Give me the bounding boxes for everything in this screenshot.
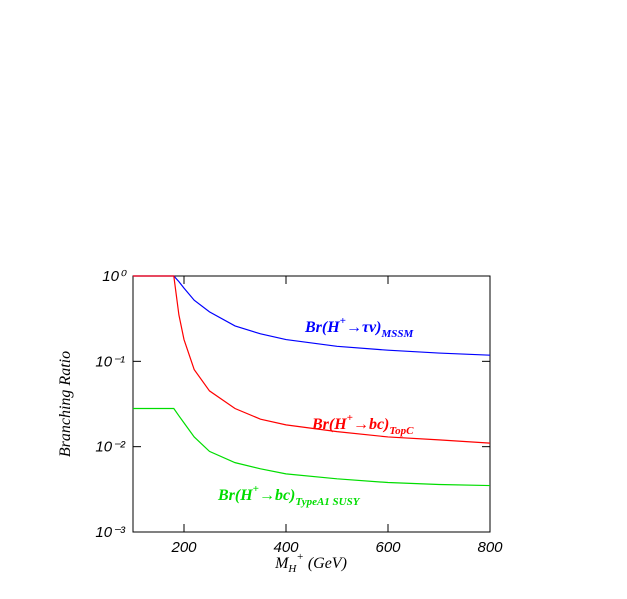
x-label-rest: (GeV) bbox=[304, 555, 347, 572]
x-label-base: M bbox=[274, 555, 290, 572]
series-line bbox=[133, 407, 491, 487]
annotation-sup: + bbox=[347, 412, 353, 424]
annotation-base: Br(H bbox=[311, 416, 347, 433]
series-line bbox=[133, 275, 491, 444]
y-axis-label: Branching Ratio bbox=[57, 351, 74, 457]
x-label-sub: H bbox=[287, 563, 297, 575]
annotation: Br(H+→bc)TypeA1 SUSY bbox=[217, 483, 361, 508]
y-tick-label: 10⁰ bbox=[102, 268, 127, 285]
annotation-sup: + bbox=[253, 483, 259, 495]
annotation-rest: →bc) bbox=[353, 416, 389, 433]
x-label-sup: + bbox=[296, 551, 303, 563]
annotation-rest: →τν) bbox=[346, 319, 382, 336]
plot-frame bbox=[132, 275, 491, 533]
x-tick-label: 400 bbox=[273, 539, 299, 556]
annotation-sub: TopC bbox=[389, 425, 414, 437]
annotation-sup: + bbox=[340, 315, 346, 327]
annotation: Br(H+→τν)MSSM bbox=[304, 315, 415, 340]
annotation-rest: →bc) bbox=[259, 487, 295, 504]
annotation-sub: MSSM bbox=[380, 328, 414, 340]
annotation-base: Br(H bbox=[304, 319, 340, 336]
x-tick-label: 800 bbox=[477, 539, 503, 556]
y-tick-label: 10⁻³ bbox=[95, 524, 126, 541]
series-line bbox=[133, 275, 491, 356]
annotation-sub: TypeA1 SUSY bbox=[295, 496, 360, 508]
annotation-base: Br(H bbox=[217, 487, 253, 504]
annotation: Br(H+→bc)TopC bbox=[311, 412, 414, 437]
y-tick-label: 10⁻² bbox=[95, 439, 126, 456]
y-tick-label: 10⁻¹ bbox=[95, 353, 125, 370]
x-tick-label: 200 bbox=[170, 539, 197, 556]
x-axis-label: MH+ (GeV) bbox=[274, 551, 347, 575]
x-tick-label: 600 bbox=[375, 539, 401, 556]
